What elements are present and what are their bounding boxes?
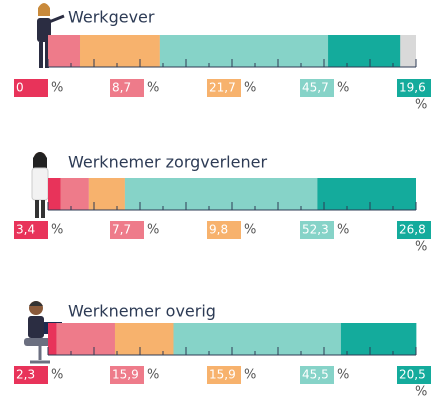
bar-segment — [328, 35, 400, 67]
unit-label: % — [147, 81, 159, 96]
unit-label: % — [337, 223, 349, 238]
group-title: Werknemer overig — [68, 302, 216, 321]
unit-label: % — [415, 98, 427, 113]
value-label: 3,4 — [16, 223, 35, 237]
value-label: 21,7 — [209, 81, 236, 95]
group-title: Werkgever — [68, 8, 155, 27]
value-label: 19,6 — [399, 81, 426, 95]
value-label: 9,8 — [209, 223, 228, 237]
value-label: 8,7 — [112, 81, 131, 95]
unit-label: % — [415, 240, 427, 255]
value-label: 52,3 — [302, 223, 329, 237]
bar-segment — [160, 35, 328, 67]
bar-segment — [48, 178, 61, 210]
chart: Werkgever 0% 8,7% 21,7% 45,7% 19,6% Werknemer … — [0, 0, 444, 402]
unit-label: % — [147, 223, 159, 238]
unit-label: % — [51, 368, 63, 383]
bar-segment — [173, 323, 340, 355]
bar-segment — [317, 178, 416, 210]
value-label: 15,9 — [112, 368, 139, 382]
unit-label: % — [51, 223, 63, 238]
value-label: 26,8 — [399, 223, 426, 237]
unit-label: % — [244, 81, 256, 96]
value-label: 45,5 — [302, 368, 329, 382]
bar-segment — [80, 35, 160, 67]
group-title: Werknemer zorgverlener — [68, 153, 267, 172]
bar-segment — [48, 323, 56, 355]
bar-segment — [115, 323, 174, 355]
value-label: 20,5 — [399, 368, 426, 382]
value-label: 2,3 — [16, 368, 35, 382]
bar-segment — [56, 323, 115, 355]
value-label: 15,9 — [209, 368, 236, 382]
bar-segment — [341, 323, 416, 355]
value-label: 45,7 — [302, 81, 329, 95]
unit-label: % — [337, 81, 349, 96]
value-label: 0 — [16, 81, 24, 95]
unit-label: % — [337, 368, 349, 383]
value-label: 7,7 — [112, 223, 131, 237]
unit-label: % — [244, 223, 256, 238]
unit-label: % — [415, 385, 427, 400]
bar-segment — [48, 35, 80, 67]
bar-segment — [125, 178, 317, 210]
unit-label: % — [51, 81, 63, 96]
unit-label: % — [244, 368, 256, 383]
unit-label: % — [147, 368, 159, 383]
bar-segment — [61, 178, 89, 210]
icon-care-worker — [32, 152, 48, 218]
